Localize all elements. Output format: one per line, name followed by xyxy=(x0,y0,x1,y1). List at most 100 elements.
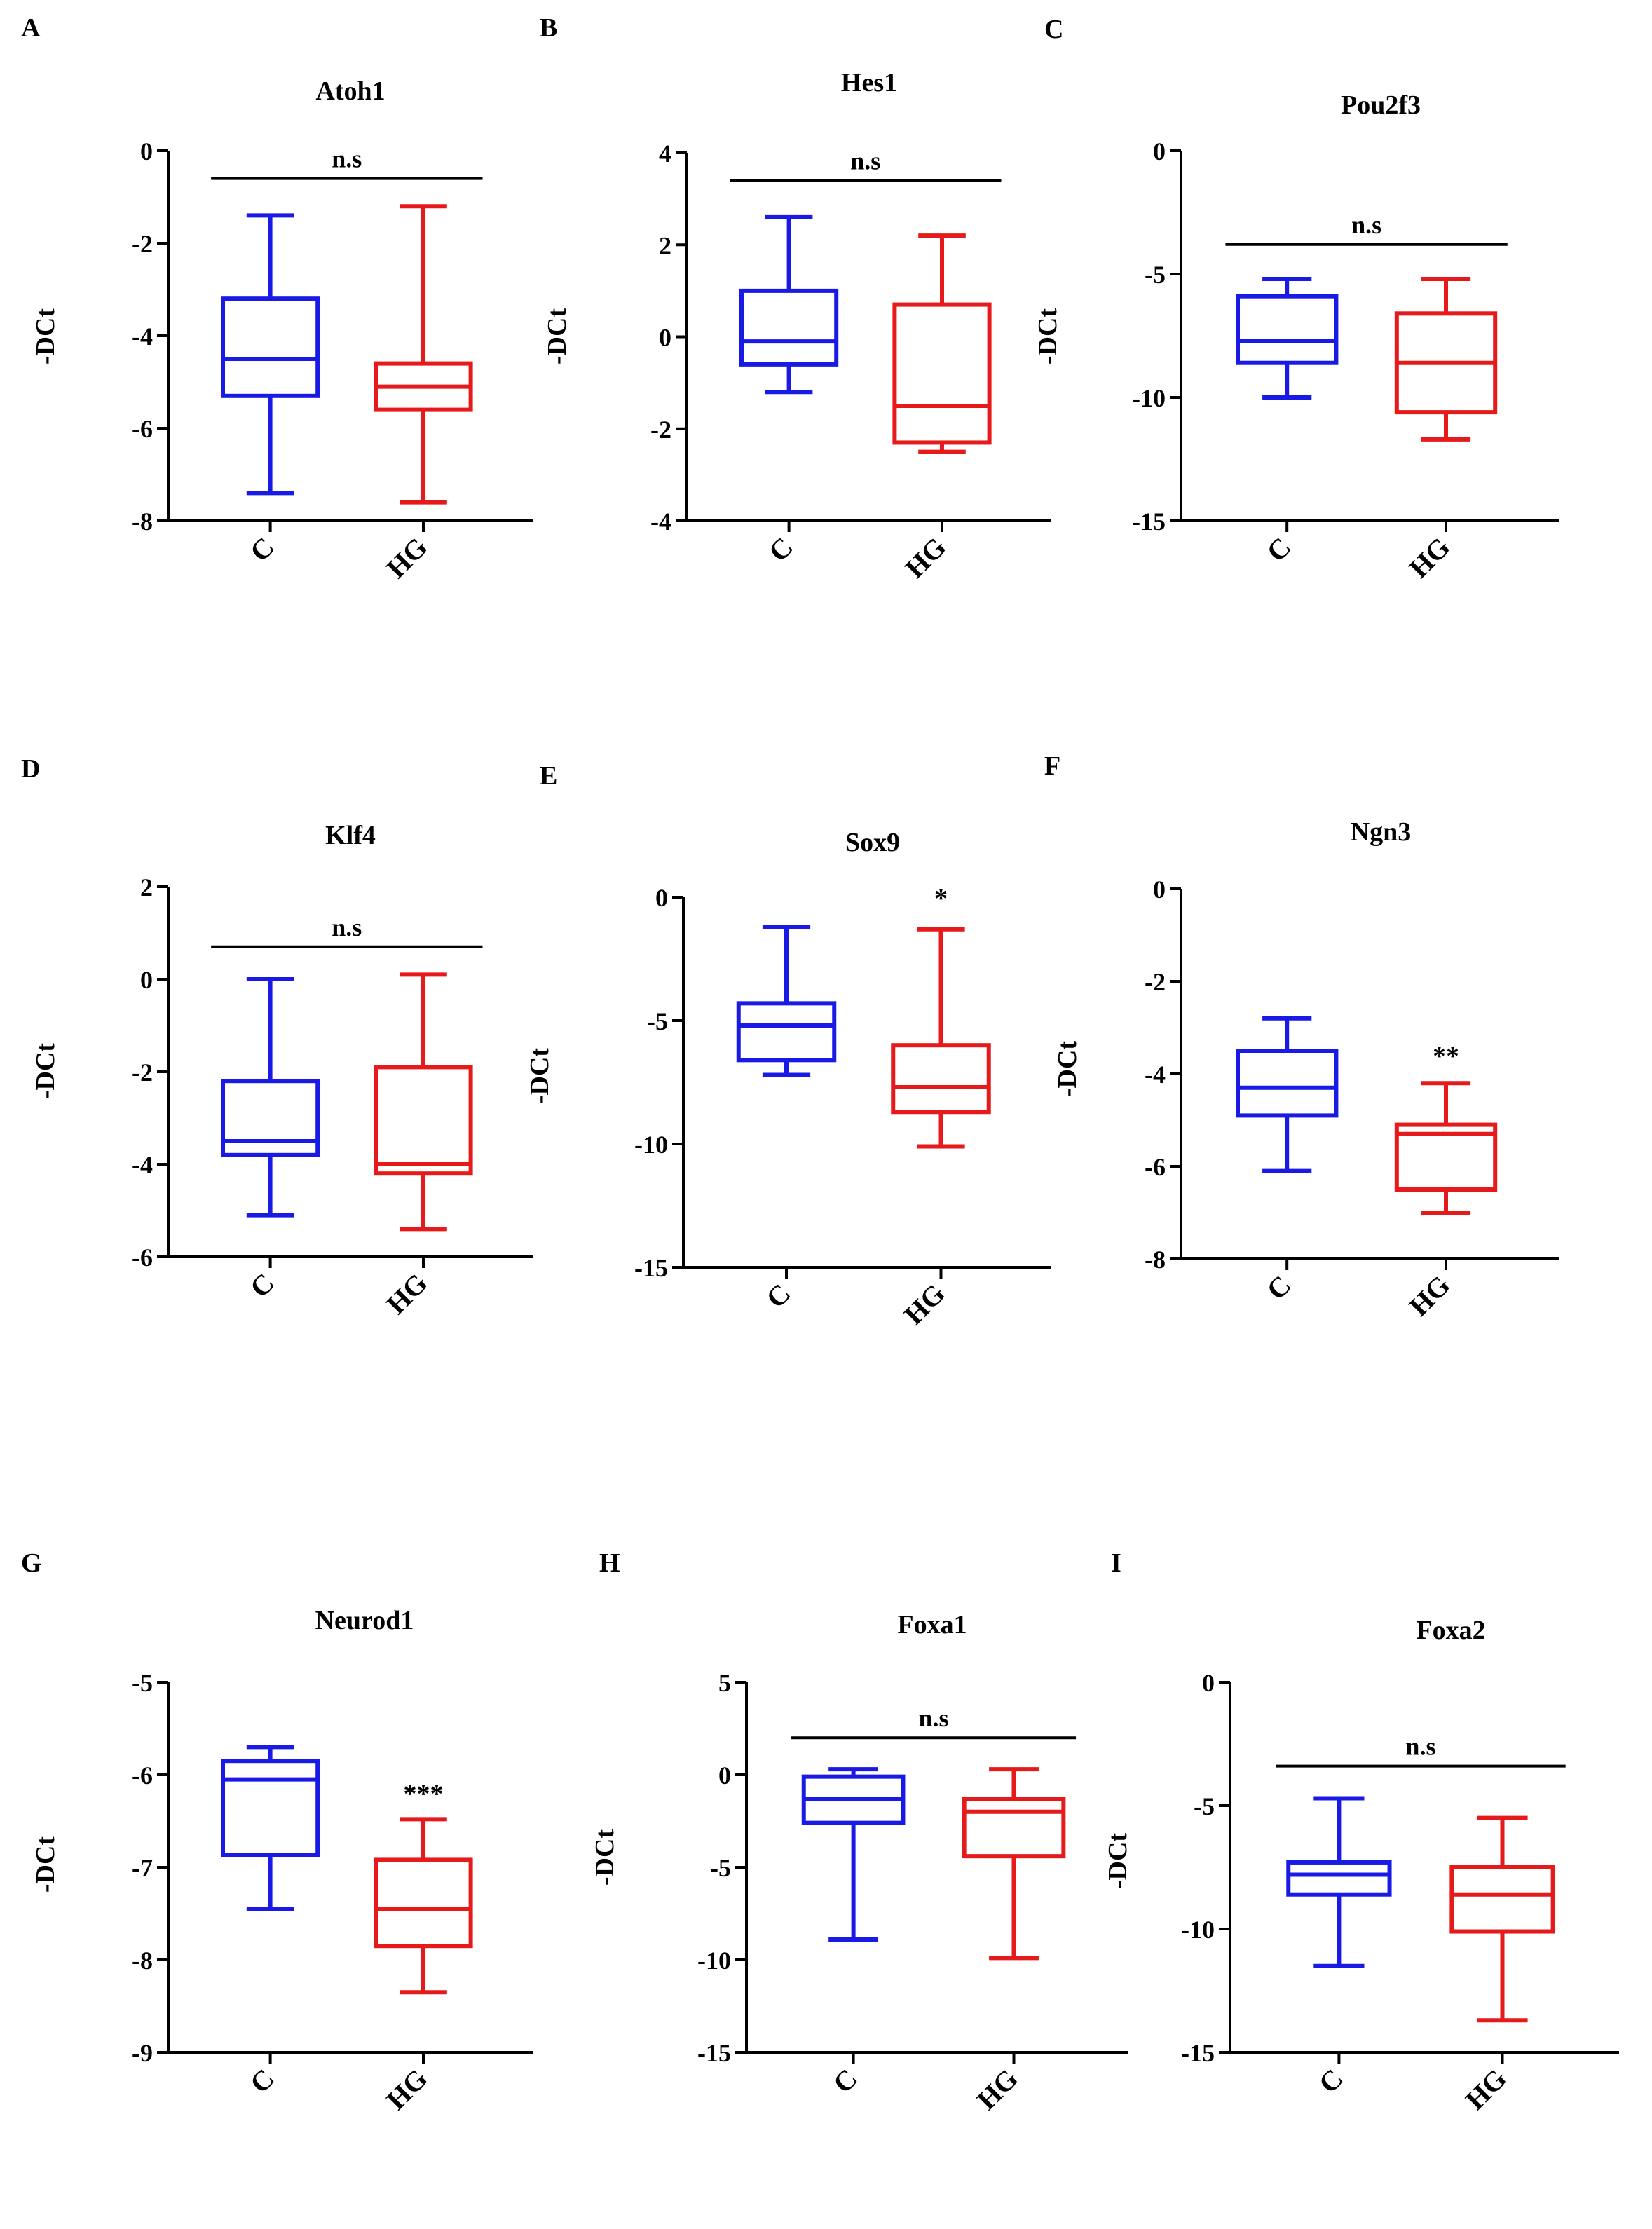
iqr-box xyxy=(736,1001,837,1063)
y-tick-label: -10 xyxy=(697,1947,731,1975)
box-plot: 0 -2 -4 -6 -8 C HG ** xyxy=(1145,875,1559,1323)
y-tick-label: 2 xyxy=(659,231,671,259)
iqr-box xyxy=(1449,1865,1555,1934)
box-plot: 0 -2 -4 -6 -8 C HG n.s xyxy=(132,137,533,585)
panel-letter: A xyxy=(21,13,41,43)
significance-label: n.s xyxy=(332,145,362,173)
y-tick-label: -5 xyxy=(1145,261,1166,289)
iqr-box xyxy=(221,1759,320,1858)
x-tick-label: HG xyxy=(381,531,434,585)
x-tick-label: C xyxy=(827,2063,863,2099)
y-tick-label: -15 xyxy=(634,1254,668,1282)
panel-d: D Klf4 -DCt 2 0 -2 -4 -6 C HG n.s xyxy=(0,747,547,1447)
x-tick-label: C xyxy=(1313,2063,1349,2099)
box-plot: -5 -6 -7 -8 -9 C HG *** xyxy=(132,1669,533,2116)
x-tick-label: C xyxy=(244,2063,280,2099)
chart-title: Atoh1 xyxy=(315,76,385,106)
panel-letter: F xyxy=(1044,751,1061,781)
y-tick-label: -15 xyxy=(1132,507,1166,536)
x-tick-label: C xyxy=(244,1267,280,1304)
box-c xyxy=(221,1745,320,1911)
y-tick-label: -10 xyxy=(1132,384,1166,412)
y-tick-label: -5 xyxy=(647,1007,668,1035)
panel-g: G Neurod1 -DCt -5 -6 -7 -8 -9 C HG *** xyxy=(0,1528,547,2229)
y-tick-label: 0 xyxy=(659,324,671,352)
x-tick-label: C xyxy=(1260,1269,1297,1306)
significance-label: n.s xyxy=(332,913,362,941)
x-tick-label: C xyxy=(1260,531,1297,568)
panel-letter: D xyxy=(21,754,41,784)
y-tick-label: -7 xyxy=(132,1854,153,1882)
x-tick-label: HG xyxy=(898,1278,951,1331)
x-tick-label: HG xyxy=(1403,531,1456,585)
y-tick-label: -10 xyxy=(634,1131,668,1159)
y-tick-label: 0 xyxy=(1153,137,1166,165)
panel-letter: I xyxy=(1111,1548,1121,1578)
iqr-box xyxy=(739,288,839,367)
figure: A Atoh1 -DCt 0 -2 -4 -6 -8 C HG n.s B Hes1 -DCt… xyxy=(0,0,1619,2115)
y-tick-label: -6 xyxy=(132,1761,153,1790)
y-tick-label: -8 xyxy=(132,507,153,536)
iqr-box xyxy=(892,302,992,445)
iqr-box xyxy=(221,296,320,398)
y-tick-label: -5 xyxy=(132,1669,153,1697)
y-tick-label: -15 xyxy=(697,2039,731,2067)
significance-label: n.s xyxy=(1405,1733,1435,1761)
panel-a: A Atoh1 -DCt 0 -2 -4 -6 -8 C HG n.s xyxy=(0,0,547,701)
box-c xyxy=(221,213,320,496)
y-tick-label: 0 xyxy=(1153,875,1166,904)
y-tick-label: 2 xyxy=(140,873,153,901)
significance-label: n.s xyxy=(850,146,880,175)
y-tick-label: -4 xyxy=(132,1151,153,1179)
x-tick-label: HG xyxy=(1403,1269,1456,1323)
box-c xyxy=(736,925,837,1077)
y-tick-label: 5 xyxy=(718,1669,731,1697)
chart-title: Hes1 xyxy=(840,68,898,97)
y-tick-label: 0 xyxy=(718,1761,731,1790)
y-tick-label: 4 xyxy=(659,139,671,168)
chart-title: Ngn3 xyxy=(1350,817,1412,847)
x-tick-label: HG xyxy=(381,1267,434,1321)
iqr-box xyxy=(1236,1049,1339,1118)
box-c xyxy=(1286,1796,1392,1968)
x-tick-label: C xyxy=(760,1278,796,1314)
y-tick-label: -8 xyxy=(1145,1246,1166,1274)
chart-title: Foxa2 xyxy=(1416,1616,1486,1645)
iqr-box xyxy=(891,1043,991,1114)
panel-letter: B xyxy=(540,13,558,43)
box-hg xyxy=(374,204,473,505)
chart-title: Neurod1 xyxy=(315,1606,414,1635)
box-c xyxy=(1236,1016,1339,1173)
y-tick-label: 0 xyxy=(140,966,153,994)
significance-label: n.s xyxy=(1351,211,1381,239)
iqr-box xyxy=(962,1797,1066,1859)
y-tick-label: -9 xyxy=(132,2039,153,2067)
iqr-box xyxy=(1236,294,1339,365)
box-c xyxy=(221,977,320,1218)
y-tick-label: 0 xyxy=(655,884,668,912)
y-tick-label: -2 xyxy=(132,1058,153,1086)
y-tick-label: -8 xyxy=(132,1947,153,1975)
chart-title: Klf4 xyxy=(325,821,376,850)
y-tick-label: -10 xyxy=(1181,1916,1215,1944)
y-tick-label: -2 xyxy=(1145,968,1166,996)
y-tick-label: -6 xyxy=(1145,1153,1166,1181)
iqr-box xyxy=(374,1858,473,1949)
x-tick-label: C xyxy=(244,531,280,568)
box-plot: 5 0 -5 -10 -15 C HG n.s xyxy=(697,1669,1128,2116)
x-tick-label: HG xyxy=(381,2063,434,2116)
box-plot: 0 -5 -10 -15 C HG n.s xyxy=(1132,137,1559,585)
box-c xyxy=(1236,277,1339,400)
significance-label: * xyxy=(934,884,948,913)
significance-label: ** xyxy=(1433,1042,1459,1071)
panel-f: F Ngn3 -DCt 0 -2 -4 -6 -8 C HG ** xyxy=(1027,747,1574,1447)
chart-title: Foxa1 xyxy=(897,1610,967,1640)
panel-h: H Foxa1 -DCt 5 0 -5 -10 -15 C HG n.s xyxy=(519,1528,1128,2229)
box-hg xyxy=(1394,277,1498,442)
x-tick-label: HG xyxy=(971,2063,1024,2116)
box-plot: 4 2 0 -2 -4 C HG n.s xyxy=(650,139,1051,584)
y-tick-label: -15 xyxy=(1181,2039,1215,2067)
y-tick-label: -6 xyxy=(132,1243,153,1272)
panel-letter: H xyxy=(599,1548,620,1578)
y-tick-label: 0 xyxy=(140,137,153,165)
